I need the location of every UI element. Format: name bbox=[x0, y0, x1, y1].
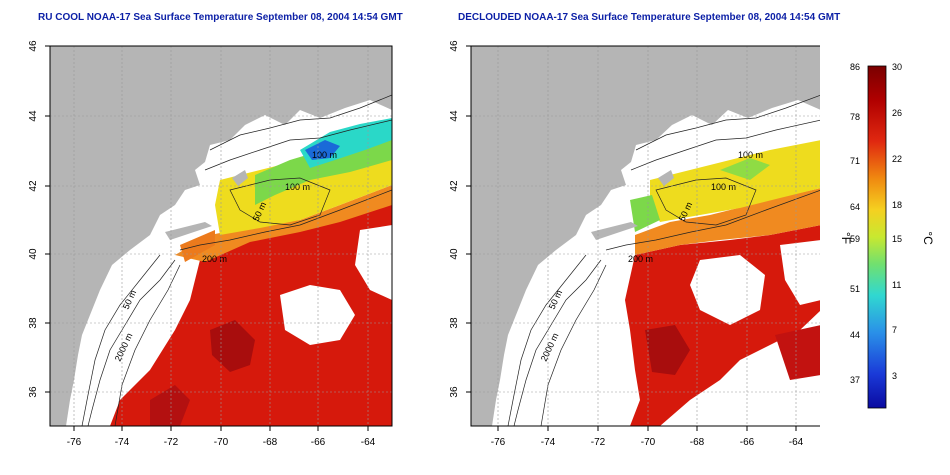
y-tick-label: 42 bbox=[449, 180, 460, 192]
land-mass bbox=[50, 46, 392, 426]
y-tick-label: 46 bbox=[449, 40, 460, 52]
temperature-colorbar: 86 78 71 64 59 51 44 37 30 26 22 18 15 1… bbox=[839, 62, 935, 409]
isobath-contour-6 bbox=[507, 254, 587, 426]
fahrenheit-tick: 86 bbox=[850, 62, 860, 72]
cloud-gap bbox=[690, 255, 765, 325]
isobath-contour-5 bbox=[513, 259, 602, 426]
cloud-gap-2 bbox=[780, 240, 820, 305]
right-map-title: DECLOUDED NOAA-17 Sea Surface Temperatur… bbox=[458, 12, 841, 23]
x-tick-label: -66 bbox=[311, 437, 326, 448]
celsius-tick: 15 bbox=[892, 234, 902, 244]
fahrenheit-tick: 71 bbox=[850, 156, 860, 166]
celsius-tick: 7 bbox=[892, 325, 897, 335]
contour-label: 100 m bbox=[738, 150, 763, 160]
sst-green-shelf bbox=[720, 158, 770, 180]
fahrenheit-tick: 78 bbox=[850, 112, 860, 122]
sst-orange-band bbox=[635, 188, 820, 255]
sst-green-region bbox=[630, 195, 660, 232]
y-tick-label: 38 bbox=[28, 317, 39, 329]
island-long-island bbox=[165, 222, 212, 240]
isobath-contour-5 bbox=[87, 259, 176, 426]
island-cape-cod bbox=[658, 170, 674, 186]
fahrenheit-tick: 64 bbox=[850, 202, 860, 212]
grid-lines bbox=[50, 46, 392, 426]
fahrenheit-tick: 37 bbox=[850, 375, 860, 385]
y-tick-label: 42 bbox=[28, 180, 39, 192]
sst-warm-region bbox=[625, 225, 820, 426]
sst-hot-core-2 bbox=[150, 385, 190, 426]
sst-yellow-region bbox=[650, 140, 820, 222]
isobath-contour-2 bbox=[630, 119, 820, 171]
celsius-tick: 30 bbox=[892, 62, 902, 72]
island-long-island bbox=[591, 222, 638, 240]
left-map-title: RU COOL NOAA-17 Sea Surface Temperature … bbox=[38, 12, 403, 23]
y-tick-label: 36 bbox=[28, 386, 39, 398]
x-tick-label: -72 bbox=[591, 437, 606, 448]
isobath-contour-3 bbox=[655, 177, 757, 226]
land-mass bbox=[471, 46, 820, 426]
x-tick-label: -66 bbox=[740, 437, 755, 448]
map-frame bbox=[470, 45, 820, 427]
contour-label: 200 m bbox=[202, 254, 227, 264]
isobath-contour-3 bbox=[229, 177, 331, 226]
x-tick-label: -70 bbox=[214, 437, 229, 448]
fahrenheit-tick: 44 bbox=[850, 330, 860, 340]
x-tick-label: -68 bbox=[690, 437, 705, 448]
sst-orange-shelf bbox=[180, 230, 215, 262]
celsius-tick: 3 bbox=[892, 371, 897, 381]
sst-warm-east bbox=[775, 325, 820, 380]
x-tick-label: -76 bbox=[67, 437, 82, 448]
y-tick-label: 46 bbox=[28, 40, 39, 52]
isobath-contour bbox=[635, 94, 820, 151]
sst-warm-region bbox=[110, 200, 392, 426]
contour-label: 200 m bbox=[628, 254, 653, 264]
sst-blue-patch bbox=[305, 140, 340, 160]
contour-label: 100 m bbox=[285, 182, 310, 192]
x-tick-label: -64 bbox=[361, 437, 376, 448]
y-tick-label: 44 bbox=[28, 110, 39, 122]
x-tick-label: -68 bbox=[263, 437, 278, 448]
celsius-tick: 18 bbox=[892, 200, 902, 210]
x-tick-label: -70 bbox=[641, 437, 656, 448]
left-sst-map: 100 m 100 m 50 m 200 m 50 m 2000 m -76 -… bbox=[28, 40, 393, 448]
x-tick-label: -64 bbox=[789, 437, 804, 448]
celsius-unit-label: °C bbox=[921, 231, 935, 245]
fahrenheit-tick: 51 bbox=[850, 284, 860, 294]
celsius-tick: 26 bbox=[892, 108, 902, 118]
contour-label: 100 m bbox=[312, 150, 337, 160]
isobath-contour-4 bbox=[179, 189, 392, 251]
y-tick-label: 44 bbox=[449, 110, 460, 122]
sst-orange-band bbox=[175, 185, 392, 262]
y-tick-label: 36 bbox=[449, 386, 460, 398]
cloud-gap-2 bbox=[355, 225, 392, 300]
contour-label: 100 m bbox=[711, 182, 736, 192]
x-tick-label: -74 bbox=[115, 437, 130, 448]
isobath-contour-7 bbox=[114, 264, 181, 426]
y-tick-label: 40 bbox=[28, 248, 39, 260]
cloud-gap bbox=[280, 285, 355, 345]
colorbar-gradient bbox=[867, 65, 887, 409]
x-tick-label: -74 bbox=[541, 437, 556, 448]
celsius-tick: 11 bbox=[892, 280, 901, 290]
right-declouded-map: 100 m 100 m 50 m 200 m 50 m 2000 m -76 -… bbox=[449, 40, 820, 448]
island-cape-cod bbox=[232, 170, 248, 186]
grid-lines bbox=[471, 46, 820, 426]
y-tick-label: 38 bbox=[449, 317, 460, 329]
isobath-contour-6 bbox=[81, 254, 161, 426]
fahrenheit-tick: 59 bbox=[850, 234, 860, 244]
isobath-contour-2 bbox=[204, 119, 392, 171]
x-tick-label: -72 bbox=[164, 437, 179, 448]
isobath-contour bbox=[209, 94, 392, 151]
y-tick-label: 40 bbox=[449, 248, 460, 260]
celsius-tick: 22 bbox=[892, 154, 902, 164]
x-tick-label: -76 bbox=[491, 437, 506, 448]
sst-hot-core bbox=[645, 325, 690, 375]
isobath-contour-4 bbox=[605, 189, 820, 251]
isobath-contour-7 bbox=[540, 264, 607, 426]
fahrenheit-unit-label: °F bbox=[839, 232, 853, 244]
